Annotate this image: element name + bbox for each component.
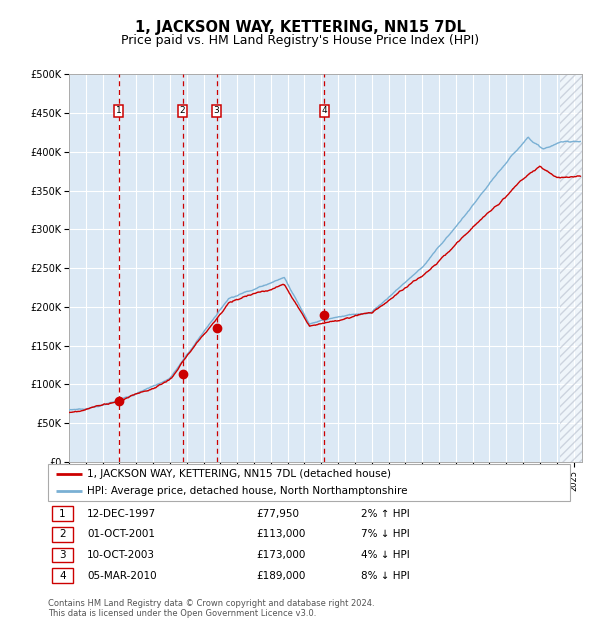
- Text: 1, JACKSON WAY, KETTERING, NN15 7DL: 1, JACKSON WAY, KETTERING, NN15 7DL: [134, 20, 466, 35]
- Text: 7% ↓ HPI: 7% ↓ HPI: [361, 529, 410, 539]
- FancyBboxPatch shape: [52, 547, 73, 562]
- Text: 12-DEC-1997: 12-DEC-1997: [87, 509, 156, 519]
- FancyBboxPatch shape: [52, 507, 73, 521]
- Text: 05-MAR-2010: 05-MAR-2010: [87, 570, 157, 580]
- Text: £113,000: £113,000: [257, 529, 306, 539]
- Text: 2: 2: [180, 106, 185, 115]
- Text: 01-OCT-2001: 01-OCT-2001: [87, 529, 155, 539]
- Text: 1, JACKSON WAY, KETTERING, NN15 7DL (detached house): 1, JACKSON WAY, KETTERING, NN15 7DL (det…: [87, 469, 391, 479]
- Text: £173,000: £173,000: [257, 550, 306, 560]
- FancyBboxPatch shape: [48, 464, 570, 501]
- Text: 4% ↓ HPI: 4% ↓ HPI: [361, 550, 410, 560]
- Text: Price paid vs. HM Land Registry's House Price Index (HPI): Price paid vs. HM Land Registry's House …: [121, 34, 479, 47]
- Text: 1: 1: [116, 106, 121, 115]
- Text: 1: 1: [59, 509, 66, 519]
- Text: Contains HM Land Registry data © Crown copyright and database right 2024.
This d: Contains HM Land Registry data © Crown c…: [48, 599, 374, 618]
- Text: 8% ↓ HPI: 8% ↓ HPI: [361, 570, 410, 580]
- FancyBboxPatch shape: [52, 568, 73, 583]
- Text: 3: 3: [214, 106, 220, 115]
- Text: 2: 2: [59, 529, 66, 539]
- Text: £77,950: £77,950: [257, 509, 300, 519]
- Text: 3: 3: [59, 550, 66, 560]
- Text: £189,000: £189,000: [257, 570, 306, 580]
- Text: 2% ↑ HPI: 2% ↑ HPI: [361, 509, 410, 519]
- FancyBboxPatch shape: [52, 527, 73, 542]
- Text: 4: 4: [59, 570, 66, 580]
- Text: HPI: Average price, detached house, North Northamptonshire: HPI: Average price, detached house, Nort…: [87, 486, 407, 496]
- Text: 4: 4: [322, 106, 327, 115]
- Text: 10-OCT-2003: 10-OCT-2003: [87, 550, 155, 560]
